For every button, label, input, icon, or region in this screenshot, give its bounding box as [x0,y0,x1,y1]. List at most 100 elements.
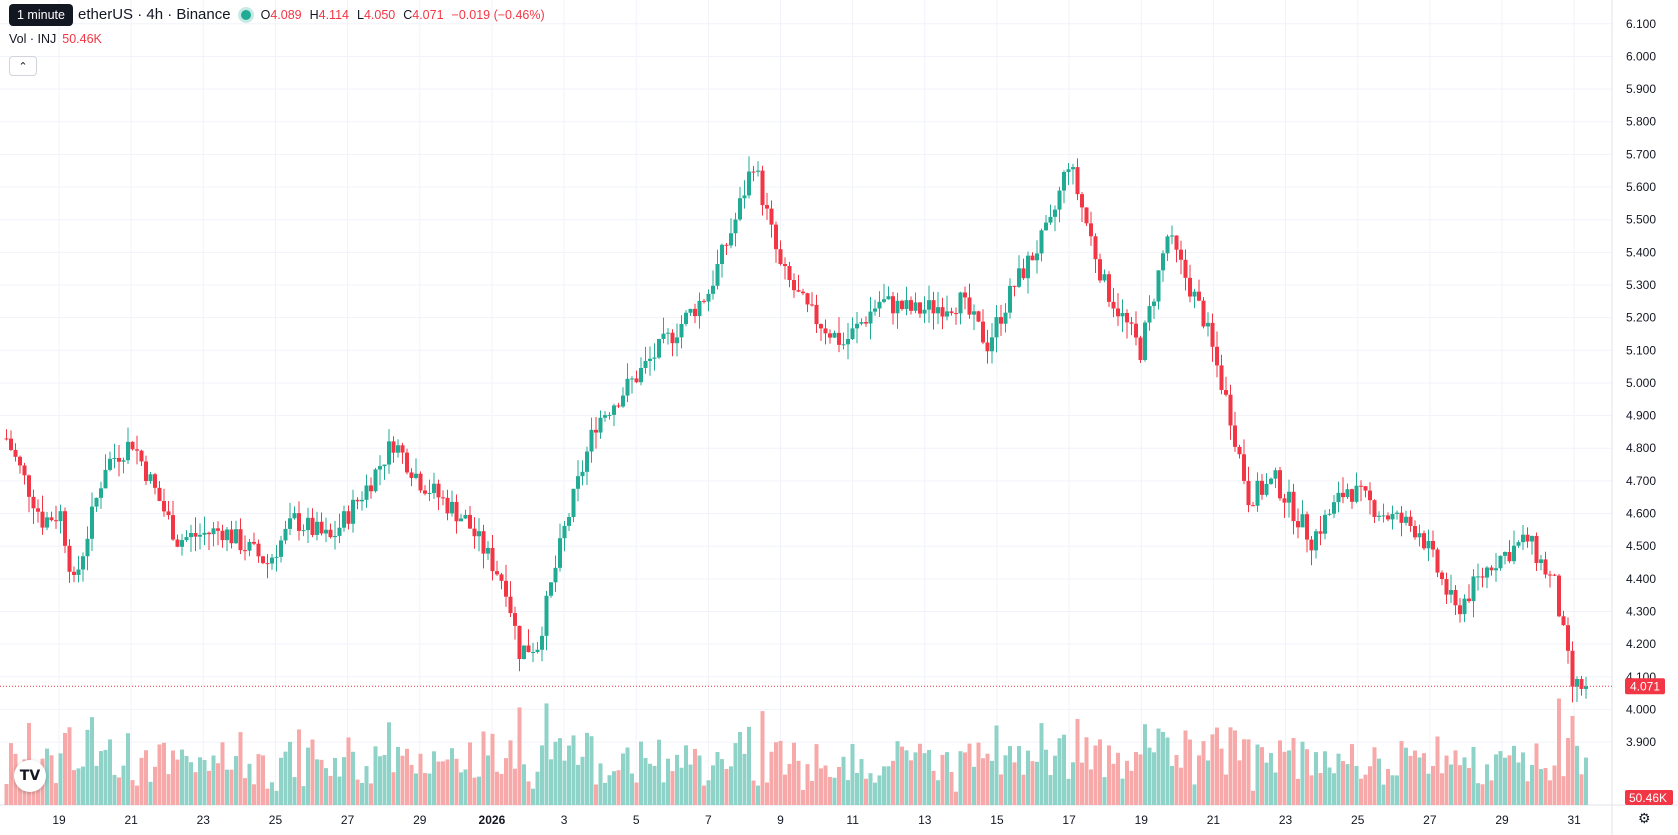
volume-bar [697,755,702,805]
candle-body [432,483,436,494]
last-volume-label: 50.46K [1625,790,1673,805]
candle-body [589,429,594,452]
volume-bar [783,774,787,805]
volume-bar [1138,754,1143,805]
symbol-title[interactable]: etherUS · 4h · Binance [78,6,231,23]
candle-body [1350,489,1354,502]
candle-body [801,291,805,294]
volume-bar [508,740,513,805]
price-tick-label: 4.500 [1626,539,1656,553]
candle-body [1215,346,1219,366]
candle-body [256,543,261,557]
time-tick-label: 31 [1567,813,1581,827]
candle-body [405,452,409,473]
gear-icon[interactable]: ⚙ [1638,810,1651,826]
volume-bar [229,769,234,805]
candle-body [814,304,819,325]
volume-bar [193,772,198,805]
time-tick-label: 25 [1351,813,1365,827]
volume-bar [859,759,864,805]
candle-body [135,449,139,451]
volume-bar [733,743,738,805]
candle-body [283,528,288,541]
high-value: H4.114 [309,7,349,22]
volume-bar [1386,769,1390,805]
volume-bar [1093,745,1098,805]
candle-body [850,328,855,339]
candle-body [1323,514,1327,534]
candle-body [531,652,535,654]
candle-body [922,309,927,314]
candle-body [724,244,729,246]
volume-bar [1336,753,1341,805]
candle-body [499,574,504,581]
candle-body [130,441,135,450]
candle-body [1138,337,1143,360]
candle-body [954,313,958,315]
candle-body [1291,491,1296,522]
time-tick-label: 7 [705,813,712,827]
candle-body [774,224,778,250]
collapse-legend-button[interactable]: ⌃ [9,56,37,76]
volume-bar [499,773,504,805]
candle-body [873,308,877,312]
volume-bar [1309,775,1314,805]
volume-bar [135,785,139,805]
candle-body [904,300,909,310]
candle-body [540,635,544,650]
price-tick-label: 5.600 [1626,180,1656,194]
candle-body [1161,253,1165,271]
candle-body [1404,516,1408,523]
volume-bar [1039,723,1044,805]
tradingview-logo-icon[interactable]: TV [14,760,46,792]
candle-body [1336,492,1341,503]
candle-body [346,511,351,524]
volume-value: 50.46K [62,32,102,46]
volume-bar [1147,747,1152,805]
volume-bar [1291,737,1296,805]
last-price-label: 4.071 [1625,678,1665,695]
volume-bar [315,759,319,805]
volume-bar [567,745,571,805]
change-value: −0.019 (−0.46%) [451,7,545,22]
volume-bar [247,763,252,805]
candle-body [36,508,40,512]
candle-body [1210,322,1215,347]
volume-bar [1116,752,1120,805]
candle-body [1048,216,1053,223]
candle-body [1422,533,1426,549]
candle-body [778,249,783,264]
volume-bar [1503,757,1507,805]
candle-body [1251,505,1255,507]
candle-body [585,451,589,472]
candle-body [252,541,256,544]
volume-bar [117,777,121,805]
volume-bar [1516,762,1521,805]
volume-bar [495,771,499,805]
volume-bar [999,774,1003,805]
volume-bar [1287,750,1291,805]
volume-bar [211,755,216,805]
candle-body [634,378,639,383]
last-volume-text: 50.46K [1629,791,1667,805]
volume-bar [1192,784,1197,805]
volume-bar [535,771,540,805]
candle-body [1305,514,1309,540]
candle-body [625,378,630,396]
volume-bar [1219,748,1224,805]
market-status-icon [240,9,251,20]
volume-bar [1057,738,1062,805]
volume-bar [1278,740,1282,805]
volume-bar [256,754,261,805]
volume-bar [486,755,490,805]
volume-bar [1224,774,1228,805]
candle-body [1093,236,1098,260]
volume-bar [994,725,999,805]
candle-body [94,497,99,507]
price-tick-label: 5.500 [1626,213,1656,227]
volume-bar [382,754,387,805]
volume-bar [1498,751,1503,805]
volume-bar [679,767,684,805]
volume-bar [1543,768,1548,805]
